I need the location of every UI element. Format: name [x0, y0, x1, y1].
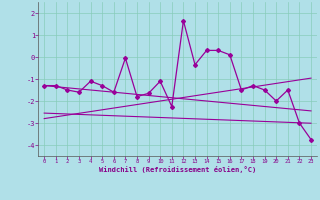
X-axis label: Windchill (Refroidissement éolien,°C): Windchill (Refroidissement éolien,°C): [99, 166, 256, 173]
